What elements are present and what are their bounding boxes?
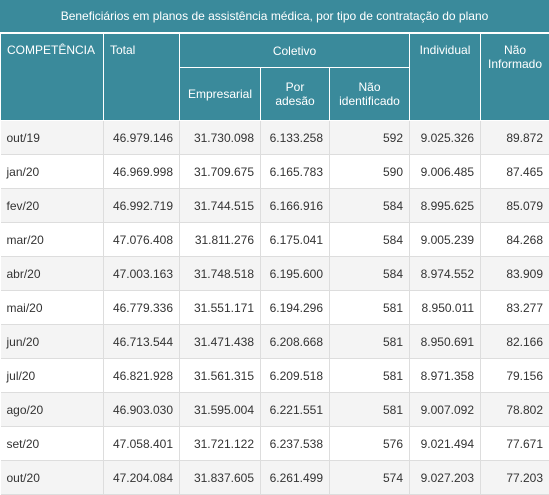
cell-nao-informado: 77.671 (481, 427, 549, 461)
cell-por-adesao: 6.165.783 (261, 155, 330, 189)
cell-total: 46.979.146 (104, 121, 180, 155)
cell-individual: 9.005.239 (410, 223, 481, 257)
cell-total: 47.204.084 (104, 461, 180, 495)
cell-competencia: jun/20 (1, 325, 104, 359)
cell-competencia: mai/20 (1, 291, 104, 325)
cell-individual: 8.971.358 (410, 359, 481, 393)
cell-por-adesao: 6.166.916 (261, 189, 330, 223)
cell-individual: 8.995.625 (410, 189, 481, 223)
cell-por-adesao: 6.194.296 (261, 291, 330, 325)
cell-nao-identificado: 581 (330, 325, 410, 359)
cell-empresarial: 31.748.518 (180, 257, 261, 291)
cell-por-adesao: 6.261.499 (261, 461, 330, 495)
cell-empresarial: 31.837.605 (180, 461, 261, 495)
header-coletivo: Coletivo (180, 34, 410, 68)
cell-competencia: jan/20 (1, 155, 104, 189)
cell-total: 46.821.928 (104, 359, 180, 393)
cell-nao-identificado: 574 (330, 461, 410, 495)
header-individual: Individual (410, 34, 481, 121)
cell-empresarial: 31.471.438 (180, 325, 261, 359)
data-table: COMPETÊNCIA Total Coletivo Individual Nã… (0, 33, 549, 495)
cell-nao-informado: 83.909 (481, 257, 549, 291)
cell-competencia: fev/20 (1, 189, 104, 223)
cell-nao-identificado: 581 (330, 291, 410, 325)
header-competencia: COMPETÊNCIA (1, 34, 104, 121)
cell-nao-identificado: 581 (330, 393, 410, 427)
cell-por-adesao: 6.195.600 (261, 257, 330, 291)
cell-nao-informado: 84.268 (481, 223, 549, 257)
cell-por-adesao: 6.175.041 (261, 223, 330, 257)
cell-nao-identificado: 584 (330, 223, 410, 257)
cell-individual: 9.007.092 (410, 393, 481, 427)
cell-competencia: set/20 (1, 427, 104, 461)
cell-nao-informado: 82.166 (481, 325, 549, 359)
cell-competencia: out/19 (1, 121, 104, 155)
cell-nao-identificado: 592 (330, 121, 410, 155)
cell-total: 47.058.401 (104, 427, 180, 461)
table-title: Beneficiários em planos de assistência m… (0, 0, 549, 33)
cell-total: 46.969.998 (104, 155, 180, 189)
cell-total: 46.713.544 (104, 325, 180, 359)
header-nao-informado: Não Informado (481, 34, 549, 121)
cell-empresarial: 31.561.315 (180, 359, 261, 393)
cell-individual: 9.006.485 (410, 155, 481, 189)
cell-nao-identificado: 590 (330, 155, 410, 189)
cell-total: 47.076.408 (104, 223, 180, 257)
header-empresarial: Empresarial (180, 68, 261, 121)
cell-empresarial: 31.709.675 (180, 155, 261, 189)
cell-competencia: out/20 (1, 461, 104, 495)
cell-competencia: jul/20 (1, 359, 104, 393)
cell-individual: 9.021.494 (410, 427, 481, 461)
cell-nao-informado: 83.277 (481, 291, 549, 325)
cell-empresarial: 31.744.515 (180, 189, 261, 223)
header-total: Total (104, 34, 180, 121)
cell-empresarial: 31.811.276 (180, 223, 261, 257)
cell-empresarial: 31.595.004 (180, 393, 261, 427)
cell-individual: 8.950.011 (410, 291, 481, 325)
cell-por-adesao: 6.208.668 (261, 325, 330, 359)
cell-nao-informado: 85.079 (481, 189, 549, 223)
cell-por-adesao: 6.209.518 (261, 359, 330, 393)
cell-nao-identificado: 584 (330, 189, 410, 223)
cell-individual: 9.027.203 (410, 461, 481, 495)
cell-nao-identificado: 584 (330, 257, 410, 291)
cell-nao-identificado: 576 (330, 427, 410, 461)
cell-nao-informado: 87.465 (481, 155, 549, 189)
cell-individual: 8.950.691 (410, 325, 481, 359)
cell-competencia: ago/20 (1, 393, 104, 427)
cell-empresarial: 31.551.171 (180, 291, 261, 325)
cell-por-adesao: 6.237.538 (261, 427, 330, 461)
cell-competencia: mar/20 (1, 223, 104, 257)
cell-empresarial: 31.730.098 (180, 121, 261, 155)
cell-nao-informado: 79.156 (481, 359, 549, 393)
cell-total: 46.903.030 (104, 393, 180, 427)
cell-total: 46.992.719 (104, 189, 180, 223)
cell-nao-identificado: 581 (330, 359, 410, 393)
header-por-adesao: Por adesão (261, 68, 330, 121)
cell-total: 47.003.163 (104, 257, 180, 291)
cell-total: 46.779.336 (104, 291, 180, 325)
cell-individual: 9.025.326 (410, 121, 481, 155)
cell-individual: 8.974.552 (410, 257, 481, 291)
cell-nao-informado: 78.802 (481, 393, 549, 427)
cell-nao-informado: 77.203 (481, 461, 549, 495)
cell-empresarial: 31.721.122 (180, 427, 261, 461)
cell-nao-informado: 89.872 (481, 121, 549, 155)
cell-competencia: abr/20 (1, 257, 104, 291)
header-nao-identificado: Não identificado (330, 68, 410, 121)
cell-por-adesao: 6.221.551 (261, 393, 330, 427)
cell-por-adesao: 6.133.258 (261, 121, 330, 155)
